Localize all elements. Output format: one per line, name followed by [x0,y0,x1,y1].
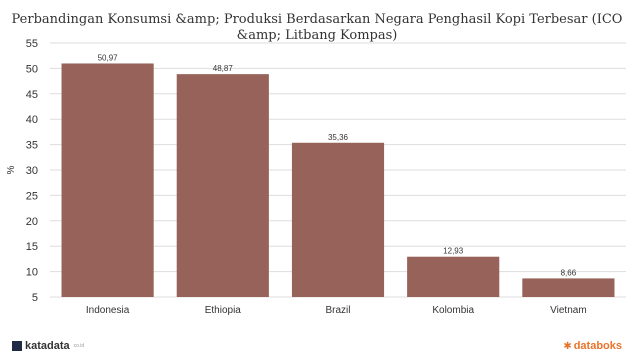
bar-brazil [291,142,385,297]
y-tick-label: 20 [26,216,38,228]
value-label: 12,93 [443,247,464,256]
x-axis-ticks: Indonesia Ethiopia Brazil Kolombia Vietnam [86,305,587,316]
y-tick-label: 5 [32,292,38,304]
chart-title: Perbandingan Konsumsi &amp; Produksi Ber… [11,12,623,43]
y-axis-label: % [6,165,17,174]
y-tick-label: 25 [26,190,38,202]
databoks-icon: ✱ [563,340,572,352]
x-tick-label: Indonesia [86,305,130,316]
bar-ethiopia [176,74,269,297]
y-tick-label: 15 [26,241,38,253]
value-label: 35,36 [328,133,349,142]
y-tick-label: 50 [26,63,38,75]
databoks-logo: ✱ databoks [563,340,622,352]
y-tick-label: 45 [26,89,38,101]
y-tick-label: 10 [26,267,38,279]
y-tick-label: 35 [26,140,38,152]
y-axis-ticks: 5 10 15 20 25 30 35 40 45 50 55 [26,38,38,304]
bars [61,63,615,298]
katadata-brand: katadata [25,340,70,352]
value-labels: 50,97 48,87 35,36 12,93 8,66 [98,53,577,277]
katadata-logo: katadata co.id [12,340,84,352]
x-tick-label: Brazil [325,305,350,316]
y-tick-label: 30 [26,165,38,177]
value-label: 8,66 [561,268,577,277]
x-tick-label: Vietnam [550,305,587,316]
katadata-icon [12,341,22,351]
katadata-domain: co.id [73,343,85,349]
value-label: 50,97 [98,53,119,62]
y-tick-label: 55 [26,38,38,50]
bar-indonesia [61,63,154,298]
x-tick-label: Kolombia [432,305,474,316]
x-tick-label: Ethiopia [205,305,242,316]
y-tick-label: 40 [26,114,38,126]
databoks-brand: databoks [573,340,622,352]
bar-vietnam [522,278,615,297]
bar-kolombia [407,256,500,297]
value-label: 48,87 [213,64,234,73]
